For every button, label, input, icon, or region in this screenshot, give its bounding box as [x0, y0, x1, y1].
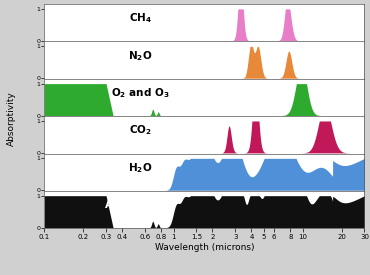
Text: Atmosphere: Atmosphere — [105, 200, 176, 210]
Text: Absorptivity: Absorptivity — [7, 91, 16, 146]
Text: $\mathregular{N_2O}$: $\mathregular{N_2O}$ — [128, 49, 152, 63]
Text: $\mathregular{O_2}$ and $\mathregular{O_3}$: $\mathregular{O_2}$ and $\mathregular{O_… — [111, 86, 170, 100]
Text: $\mathregular{CH_4}$: $\mathregular{CH_4}$ — [129, 12, 152, 25]
X-axis label: Wavelength (microns): Wavelength (microns) — [155, 243, 254, 252]
Text: $\mathregular{H_2O}$: $\mathregular{H_2O}$ — [128, 161, 152, 175]
Text: $\mathregular{CO_2}$: $\mathregular{CO_2}$ — [129, 123, 152, 137]
